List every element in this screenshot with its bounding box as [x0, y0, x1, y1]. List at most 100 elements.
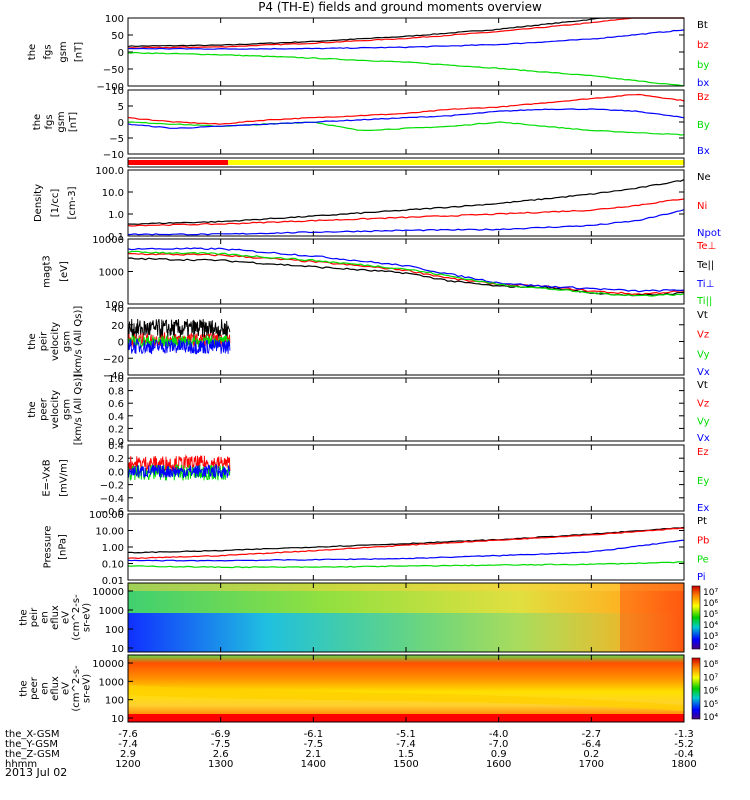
colorbar-tick-label: 10⁴ [703, 621, 718, 631]
legend-Te⊥: Te⊥ [696, 241, 716, 252]
y-axis-label-line: [eV] [59, 261, 70, 282]
series-line-bx [127, 29, 685, 50]
series-line-Ti|| [127, 250, 685, 297]
y-tick-label: −100 [97, 82, 124, 93]
y-axis-label-line: fgs [44, 114, 55, 129]
y-axis-label-line: sr-eV) [82, 674, 93, 703]
y-axis-label-line: magt3 [41, 255, 52, 288]
y-tick-label: −0.2 [100, 481, 124, 492]
legend-Bz: Bz [697, 92, 709, 103]
y-axis-label-line: [1/cc] [50, 189, 61, 218]
y-axis-label-line: (cm^2-s- [71, 594, 82, 641]
panel-p2: 10 5 0 −5 −10 Bz By Bx thefgsgsm[nT] [32, 86, 710, 161]
legend-Pi: Pi [697, 572, 706, 583]
colorbar-tick-label: 10² [703, 643, 718, 653]
electron-band [128, 685, 684, 711]
series-line-Ni [127, 198, 685, 227]
legend-By: By [697, 120, 710, 131]
legend-Vx: Vx [697, 367, 710, 378]
y-axis-label-line: eflux [50, 605, 61, 630]
y-axis-label-line: E=-VxB [42, 459, 53, 496]
legend-Ey: Ey [697, 476, 709, 487]
y-axis-label-line: the [19, 609, 30, 625]
y-axis-label-line: the [27, 401, 38, 417]
panel-p3: 100.0 10.0 1.0 0.1 Ne Ni Npot Density [1/cc] [cm-… [33, 166, 721, 243]
colorbar-tick-label: 10⁷ [703, 588, 718, 598]
footer-value: -4.0 [489, 729, 509, 740]
y-tick-label: 5 [118, 102, 124, 113]
legend-Ne: Ne [697, 172, 711, 183]
colorbar [691, 585, 701, 650]
series-line-by [127, 51, 685, 87]
legend-bx: bx [697, 78, 709, 89]
legend-Vt: Vt [697, 310, 708, 321]
y-tick-label: 1000 [99, 268, 124, 279]
y-tick-label: 10000 [92, 235, 124, 246]
legend-by: by [697, 60, 709, 71]
y-axis-label-line: eV [61, 682, 72, 695]
y-axis-label-line: [mV/m] [59, 459, 70, 497]
y-tick-label: 0.01 [102, 576, 124, 587]
legend-Npot: Npot [697, 228, 721, 239]
footer-value: 2.9 [120, 749, 136, 760]
colorbar-tick-label: 10⁵ [703, 700, 718, 710]
y-tick-label: 50 [111, 31, 124, 42]
mode-bar-segment [228, 160, 684, 165]
footer-value: -6.4 [582, 739, 602, 750]
y-axis-label-line: [cm-3] [67, 186, 78, 219]
date-label: 2013 Jul 02 [5, 766, 67, 779]
panel-p9: 1000010001001010⁷10⁶10⁵10⁴10³10²thepeire… [19, 582, 718, 655]
panel-p8: 100.00 10.00 1.00 0.10 0.01 Pt Pb Pe Pi Pressure [… [43, 510, 710, 587]
panel-p6: 1.0 0.80.6 0.40.2 0.0 Vt Vz Vy Vx thepeervelocit… [27, 374, 710, 448]
y-tick-label: 100.00 [89, 510, 124, 521]
panel-p7: 0.4 0.2 0.0 −0.2 −0.4 −0.6 Ez Ey Ex E=-VxB [mV/m] [42, 441, 710, 518]
colorbar-tick-label: 10⁴ [703, 713, 718, 723]
footer-value: 2.6 [213, 749, 229, 760]
y-axis-label: thepeervelocitygsm[km/s (All Qs)] [27, 374, 84, 446]
legend-Vz: Vz [697, 330, 709, 341]
footer-value: -1.3 [674, 729, 694, 740]
legend-Ez: Ez [697, 447, 709, 458]
y-axis-label-line: eV [61, 611, 72, 624]
footer-value: -6.1 [304, 729, 324, 740]
y-tick-label: 0.4 [108, 441, 124, 452]
legend-Ex: Ex [697, 503, 709, 514]
y-axis-label-line: [nT] [68, 112, 79, 132]
y-tick-label: 100 [105, 696, 124, 707]
y-tick-label: 10.0 [102, 188, 124, 199]
y-axis-label-line: [km/s (All Qs)] [73, 374, 84, 446]
y-tick-label: −40 [103, 371, 124, 382]
y-tick-label: 10000 [92, 587, 124, 598]
y-axis-label-line: the [19, 680, 30, 696]
y-tick-label: 100 [105, 625, 124, 636]
legend-Ti||: Ti|| [696, 296, 712, 307]
y-axis-label-line: peer [29, 676, 40, 700]
footer-value: 1600 [486, 759, 511, 770]
y-axis-label-line: en [40, 611, 51, 624]
footer-value: -6.9 [211, 729, 231, 740]
y-tick-label: 10 [111, 714, 124, 725]
series-line-Ne [127, 179, 685, 225]
y-tick-label: −0.4 [100, 494, 124, 505]
y-tick-label: 0.4 [108, 412, 124, 423]
y-axis-label-line: gsm [58, 41, 69, 62]
y-tick-label: 0.0 [108, 467, 124, 478]
y-axis-label-line: Pressure [43, 526, 54, 569]
series-noise-Ex [127, 463, 231, 479]
panel-p4: 10000 1000 100 Te⊥ Te|| Ti⊥ Ti|| magt3 [eV] [41, 235, 716, 311]
y-axis-label-line: peir [39, 331, 50, 351]
y-axis-label: E=-VxB [mV/m] [42, 459, 70, 497]
y-tick-label: 0.6 [108, 399, 124, 410]
y-tick-label: −10 [103, 150, 124, 161]
y-tick-label: 1000 [99, 606, 124, 617]
y-axis-label: thepeirenefluxeV(cm^2-s-sr-eV) [19, 594, 93, 641]
series-line-Te⊥ [128, 253, 685, 296]
y-axis-label-line: [nPa] [58, 534, 69, 560]
y-tick-label: 40 [111, 304, 124, 315]
series-line-Pe [127, 561, 685, 569]
panel-p5: 40 20 0 −20 −40 Vt Vz Vy Vx thepeirvelocitygsm[km… [27, 304, 710, 382]
panel-frame [127, 169, 685, 237]
series-line-Pi [127, 539, 685, 562]
panel-p10: 10000 1000 100 10 10⁸ 10⁷ 10⁶ 10⁵ 10⁴ thepeerenef… [19, 654, 718, 725]
